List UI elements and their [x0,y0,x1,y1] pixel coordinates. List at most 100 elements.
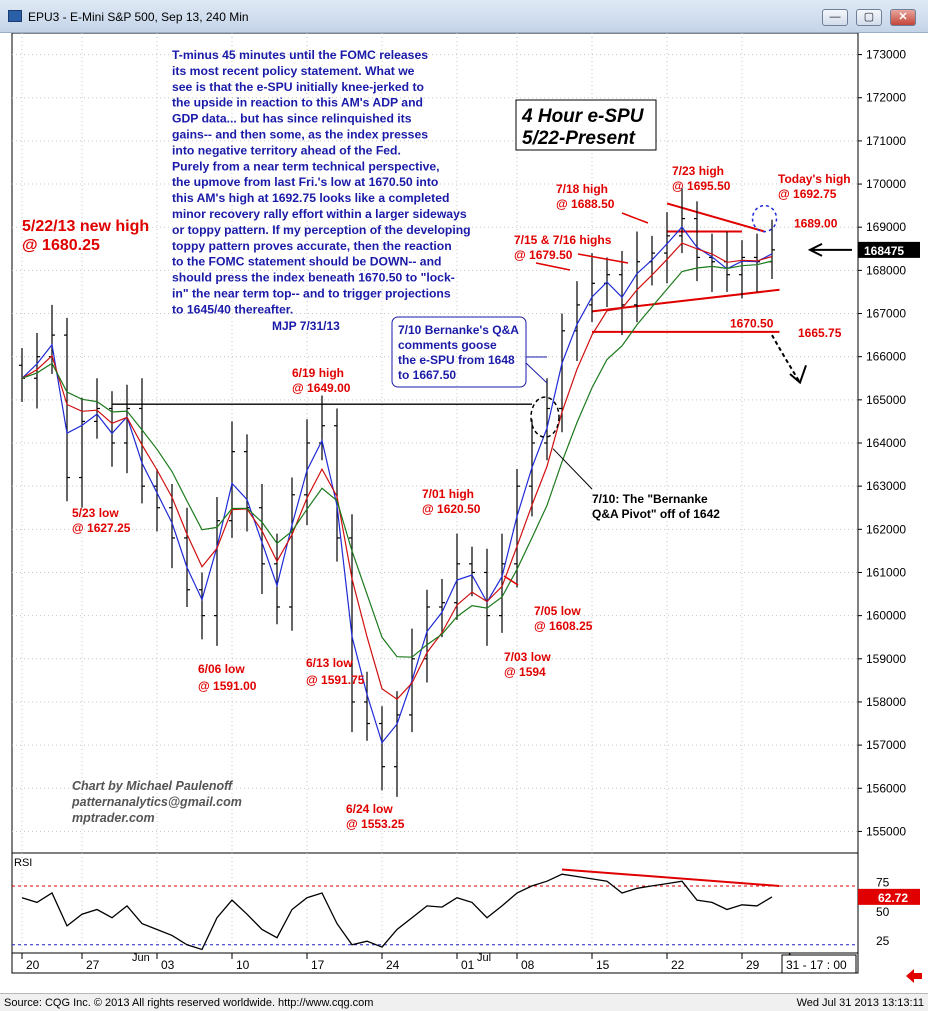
last-time-box [781,954,857,974]
price-annotation: @ 1627.25 [72,521,131,535]
commentary-text: to the FOMC statement should be DOWN-- a… [172,255,441,269]
price-tick-label: 162000 [866,522,906,536]
source-credit: Source: CQG Inc. © 2013 All rights reser… [4,997,374,1009]
rsi-value-label: 62.72 [878,891,908,905]
price-tick-label: 173000 [866,48,906,62]
price-tick-label: 171000 [866,134,906,148]
price-tick-label: 157000 [866,738,906,752]
price-annotation: to 1667.50 [398,368,456,382]
rsi-title: RSI [14,857,32,869]
app-icon [8,10,22,22]
rsi-panel: RSI 25 50 75 62.72 [12,857,920,951]
window-title: EPU3 - E-Mini S&P 500, Sep 13, 240 Min [28,10,249,24]
commentary-text: to 1645/40 thereafter. [172,302,293,316]
month-label: Jun [132,952,150,964]
time-tick-label: 20 [26,958,40,972]
price-tick-label: 160000 [866,609,906,623]
ma-slow-line [21,260,773,658]
price-annotation: 7/03 low [504,650,551,664]
price-annotation: Q&A Pivot" off of 1642 [592,507,720,521]
commentary-text: this AM's high at 1692.75 looks like a c… [172,191,449,205]
price-tick-label: 166000 [866,350,906,364]
price-tick-label: 169000 [866,220,906,234]
today-high-circle [751,204,778,233]
bernanke-callout-box [391,316,527,388]
rsi-tick-label: 75 [876,875,890,889]
time-tick-label: 08 [521,958,535,972]
price-annotation: @ 1695.50 [672,179,731,193]
price-annotation: 6/24 low [346,802,393,816]
reference-lines: 1665.75 1670.50 1689.00 [112,202,842,405]
price-tick-label: 159000 [866,652,906,666]
window-titlebar: EPU3 - E-Mini S&P 500, Sep 13, 240 Min —… [0,0,928,33]
minimize-button[interactable]: — [822,9,848,26]
commentary-text: GDP data... but has since relinquished i… [172,112,412,126]
time-tick-label: 15 [596,958,610,972]
commentary-text: gains-- and then some, as the index pres… [172,128,428,142]
price-annotation: @ 1594 [504,665,546,679]
price-bars [19,188,775,797]
commentary-text: toppy pattern proves accurate, then the … [172,239,452,253]
commentary-text: the upmove from last Fri.'s low at 1670.… [172,175,438,189]
chart-label-box [515,99,657,151]
price-annotation: @ 1688.50 [556,197,615,211]
signature: MJP 7/31/13 [272,319,340,333]
time-tick-label: 29 [746,958,760,972]
close-button[interactable]: ✕ [890,9,916,26]
last-price-box [858,241,920,258]
last-time-label: 31 - 17 : 00 [786,958,847,972]
rsi-plot-frame [11,852,859,954]
rsi-line [21,873,773,951]
chart-label: 5/22-Present [522,128,636,149]
ma-mid-line [21,242,773,700]
commentary-text: T-minus 45 minutes until the FOMC releas… [172,48,428,62]
annotation-leader [503,575,519,586]
annotations: 5/22/13 new high @ 1680.25 5/23 low@ 1627.… [22,48,922,983]
annotation-leader [621,212,649,224]
price-annotation: 7/18 high [556,182,608,196]
time-tick-label: 22 [671,958,685,972]
time-tick-label: 03 [161,958,175,972]
price-tick-label: 156000 [866,781,906,795]
price-annotation: @ 1620.50 [422,502,481,516]
resistance-line [666,202,765,233]
pivot-callout-line [552,448,593,490]
chart-credit: patternanalytics@gmail.com [71,795,242,809]
axes: 155000 156000 157000 158000 159000 160000 1610… [21,48,920,974]
price-tick-label: 164000 [866,436,906,450]
rsi-divergence-line [561,868,780,887]
price-tick-label: 167000 [866,307,906,321]
commentary-text: Purely from a near term technical perspe… [172,159,440,173]
price-annotation: @ 1649.00 [292,381,351,395]
rsi-tick-label: 50 [876,905,890,919]
price-annotation: 7/10: The "Bernanke [592,492,708,506]
time-tick-label: 27 [86,958,100,972]
pivot-circle [530,396,560,438]
commentary-text: see is that the e-SPU initially knee-jer… [172,80,424,94]
chart-label: 4 Hour e-SPU [521,106,645,127]
price-tick-label: 163000 [866,479,906,493]
status-bar: Source: CQG Inc. © 2013 All rights reser… [0,993,928,1011]
price-annotation: 6/13 low [306,656,353,670]
price-annotation: comments goose [398,338,497,352]
price-annotation: 7/05 low [534,604,581,618]
price-annotation: Today's high [778,172,851,186]
price-tick-label: 170000 [866,177,906,191]
rsi-value-box [858,888,920,905]
commentary-text: its most recent policy statement. What w… [172,64,415,78]
grid [11,33,859,974]
projection-arrow [771,334,801,384]
price-annotation: @ 1680.25 [22,237,100,254]
price-annotation: 6/19 high [292,366,344,380]
price-annotation: 7/01 high [422,487,474,501]
reference-label: 1689.00 [794,217,838,231]
month-label: Jul [477,952,491,964]
price-annotation: @ 1608.25 [534,619,593,633]
commentary-text: into negative territory ahead of the Fed… [172,143,401,157]
time-tick-label: 24 [386,958,400,972]
maximize-button[interactable]: ▢ [856,9,882,26]
price-plot-frame [11,33,859,854]
annotation-leader [535,262,571,271]
price-annotation: @ 1591.75 [306,673,365,687]
